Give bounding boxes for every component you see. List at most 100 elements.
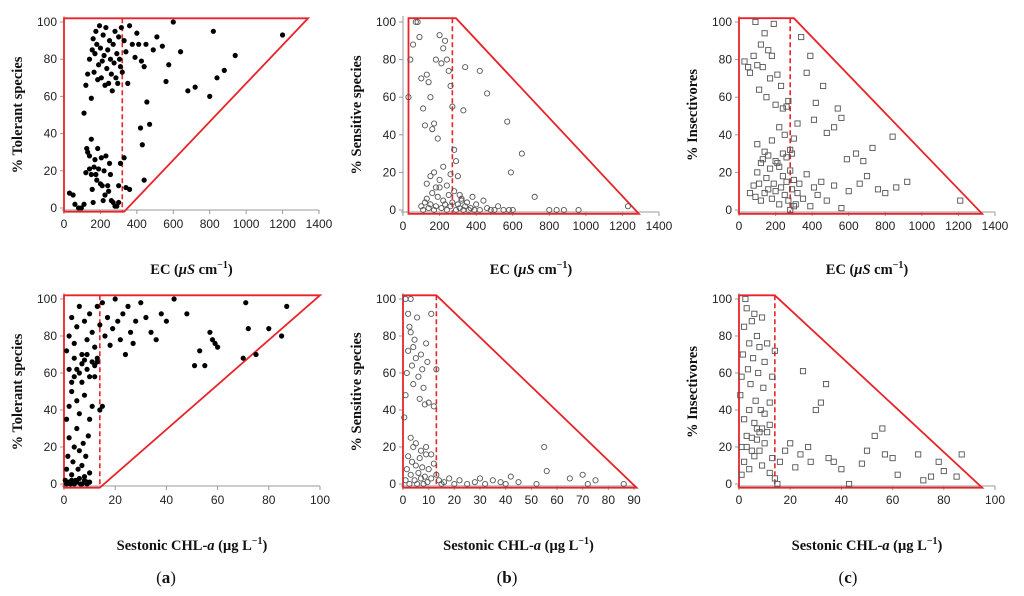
data-point (553, 206, 560, 214)
data-point (953, 473, 960, 480)
data-point (434, 135, 441, 142)
data-point (76, 475, 82, 482)
data-point (100, 32, 106, 38)
data-point (414, 18, 421, 26)
panel-label-b: (b) (497, 568, 518, 587)
data-point (507, 169, 514, 176)
data-point (757, 41, 764, 48)
data-point (71, 374, 77, 380)
data-point (781, 191, 788, 199)
data-point (91, 164, 97, 170)
data-point (533, 480, 540, 488)
y-tick-label: 20 (383, 440, 397, 454)
data-point (121, 155, 127, 161)
data-point (129, 41, 135, 47)
data-point (210, 28, 216, 34)
data-point (407, 295, 414, 303)
data-point (765, 186, 772, 193)
x-tick-label: 200 (90, 217, 110, 231)
data-point (420, 105, 427, 112)
x-tick-label: 600 (503, 219, 523, 233)
data-point (421, 401, 428, 408)
data-point (191, 363, 198, 369)
data-point (774, 71, 781, 78)
data-point (790, 135, 797, 142)
data-point (796, 180, 803, 187)
data-point (754, 169, 761, 176)
data-point (871, 432, 878, 439)
data-point (766, 399, 773, 406)
data-point (81, 392, 88, 398)
data-point (89, 329, 95, 335)
data-point (799, 195, 807, 202)
data-point (805, 443, 812, 451)
y-tick-label: 0 (389, 477, 396, 491)
data-point (429, 190, 436, 197)
data-point (207, 93, 213, 99)
data-point (456, 191, 463, 199)
data-point (424, 358, 431, 365)
data-point (253, 351, 259, 358)
data-point (136, 41, 142, 47)
data-point (787, 440, 794, 447)
data-point (101, 52, 107, 59)
data-point (104, 314, 111, 321)
data-point (807, 203, 814, 210)
data-point (746, 406, 753, 414)
data-point (106, 160, 113, 166)
data-point (71, 444, 77, 450)
data-point (927, 473, 935, 480)
data-point (770, 20, 777, 27)
data-point (102, 333, 108, 339)
data-point (411, 336, 418, 343)
data-point (745, 64, 752, 71)
data-point (543, 467, 550, 475)
data-point (620, 480, 627, 488)
x-tick-label: 1400 (982, 219, 1009, 233)
data-point (116, 56, 123, 62)
data-point (115, 80, 121, 86)
data-point (122, 351, 129, 358)
y-tick-label: 60 (44, 89, 58, 103)
data-point (70, 459, 76, 465)
data-point (79, 351, 85, 358)
data-point (207, 329, 213, 335)
data-point (147, 121, 153, 127)
data-point (467, 205, 474, 212)
data-point (137, 125, 144, 131)
data-point (436, 184, 443, 191)
data-point (430, 403, 437, 410)
data-point (405, 310, 412, 317)
data-point (74, 479, 80, 485)
data-point (462, 64, 469, 71)
data-point (143, 41, 149, 47)
y-axis-title: % Tolerant species (10, 56, 26, 173)
data-point (889, 133, 896, 140)
data-point (93, 171, 99, 178)
data-point (284, 303, 290, 309)
data-point (154, 34, 160, 40)
data-point (232, 52, 238, 59)
data-point (889, 455, 896, 462)
data-point (428, 451, 435, 458)
data-point (126, 186, 133, 192)
data-point (863, 173, 871, 180)
chart-c-chl: 0 20 40 60 80 100 0 20 40 60 80 100 % Insectivores Se… (685, 292, 1005, 554)
data-point (116, 183, 122, 189)
data-point (88, 95, 94, 101)
boundary-polygon (402, 294, 639, 489)
data-point (860, 158, 867, 165)
data-point (746, 466, 753, 473)
data-point (757, 197, 764, 204)
data-point (421, 473, 428, 480)
data-point (63, 416, 70, 422)
data-point (408, 362, 416, 369)
data-point (87, 311, 93, 317)
data-point (752, 18, 759, 26)
data-point (84, 351, 90, 358)
data-point (765, 152, 772, 159)
data-point (783, 154, 790, 161)
data-point (834, 105, 841, 112)
data-point (831, 182, 838, 189)
data-point (776, 458, 784, 465)
